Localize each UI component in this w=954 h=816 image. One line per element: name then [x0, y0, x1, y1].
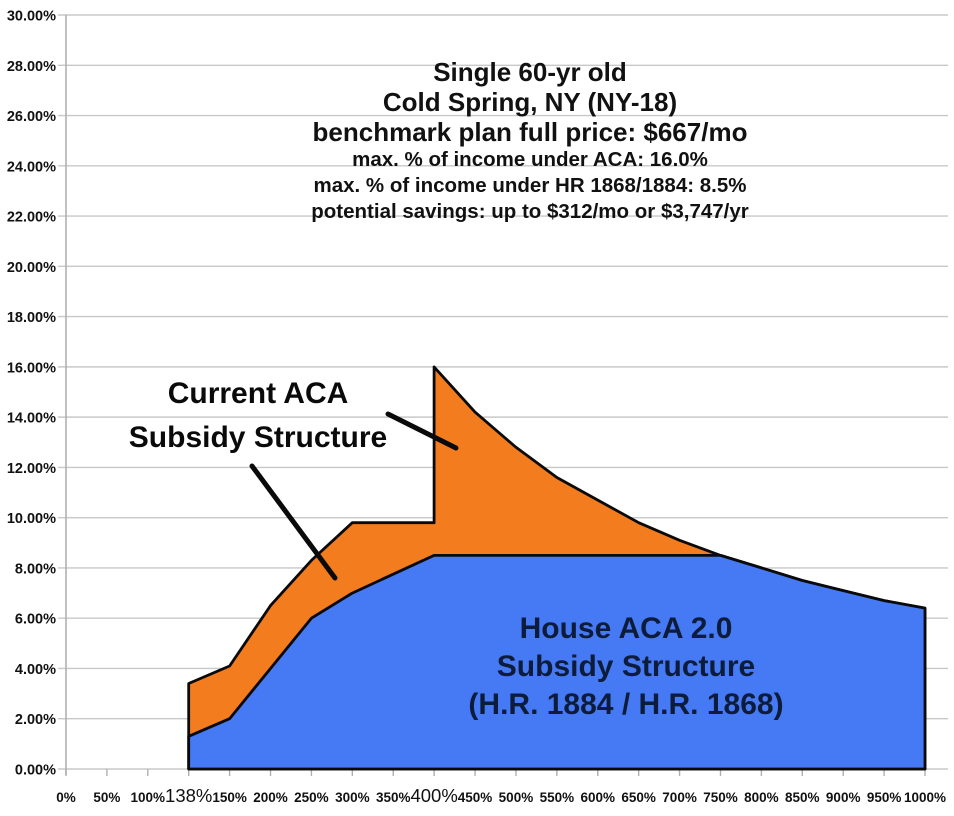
- y-tick-label: 24.00%: [7, 159, 56, 175]
- y-tick-label: 22.00%: [7, 210, 56, 226]
- x-tick-label: 1000%: [904, 790, 946, 805]
- x-tick-label: 600%: [580, 790, 615, 805]
- x-tick-label: 200%: [253, 790, 288, 805]
- y-tick-label: 10.00%: [7, 511, 56, 527]
- x-tick-label: 400%: [410, 785, 457, 806]
- y-tick-label: 8.00%: [15, 561, 56, 577]
- x-tick-label: 250%: [294, 790, 329, 805]
- house-aca-label: House ACA 2.0 Subsidy Structure (H.R. 1884…: [468, 612, 783, 721]
- pointer-line-to-band: [249, 463, 338, 581]
- y-tick-label: 18.00%: [7, 310, 56, 326]
- x-tick-label: 300%: [335, 790, 370, 805]
- x-tick-label: 138%: [165, 785, 212, 806]
- x-tick-label: 0%: [56, 790, 76, 805]
- y-tick-label: 20.00%: [7, 260, 56, 276]
- y-tick-label: 0.00%: [15, 763, 56, 779]
- y-tick-label: 28.00%: [7, 59, 56, 75]
- y-tick-label: 30.00%: [7, 9, 56, 25]
- house-aca-area: [187, 554, 927, 771]
- y-tick-label: 4.00%: [15, 662, 56, 678]
- current-aca-label-line: Subsidy Structure: [129, 421, 387, 454]
- x-tick-label: 100%: [131, 790, 166, 805]
- x-tick-label: 50%: [93, 790, 120, 805]
- y-tick-label: 16.00%: [7, 360, 56, 376]
- y-axis-labels: 0.00% 2.00% 4.00% 6.00% 8.00% 10.00% 12.00% 14.…: [7, 9, 56, 779]
- y-tick-label: 2.00%: [15, 712, 56, 728]
- y-tick-label: 14.00%: [7, 411, 56, 427]
- x-tick-label: 900%: [826, 790, 861, 805]
- y-tick-label: 12.00%: [7, 461, 56, 477]
- x-tick-label: 700%: [662, 790, 697, 805]
- x-axis-labels: 0% 50% 100% 138% 150% 200% 250% 300% 350% 400% 450…: [56, 785, 946, 806]
- x-tick-label: 150%: [212, 790, 247, 805]
- x-tick-label: 850%: [785, 790, 820, 805]
- x-tick-label: 950%: [867, 790, 902, 805]
- x-tick-label: 450%: [458, 790, 493, 805]
- current-aca-label-line: Current ACA: [168, 377, 349, 410]
- x-tick-label: 800%: [744, 790, 779, 805]
- y-tick-label: 26.00%: [7, 109, 56, 125]
- current-aca-label: Current ACA Subsidy Structure: [129, 377, 387, 454]
- y-tick-label: 6.00%: [15, 612, 56, 628]
- x-tick-label: 500%: [499, 790, 534, 805]
- house-aca-label-line: Subsidy Structure: [497, 650, 755, 683]
- x-tick-label: 550%: [540, 790, 575, 805]
- pointer-line-to-spike: [385, 411, 459, 451]
- annotation-pointers: [249, 411, 459, 581]
- x-tick-label: 350%: [376, 790, 411, 805]
- house-aca-label-line: House ACA 2.0: [520, 612, 733, 645]
- x-tick-label: 750%: [703, 790, 738, 805]
- house-aca-label-line: (H.R. 1884 / H.R. 1868): [468, 688, 783, 721]
- x-tick-label: 650%: [621, 790, 656, 805]
